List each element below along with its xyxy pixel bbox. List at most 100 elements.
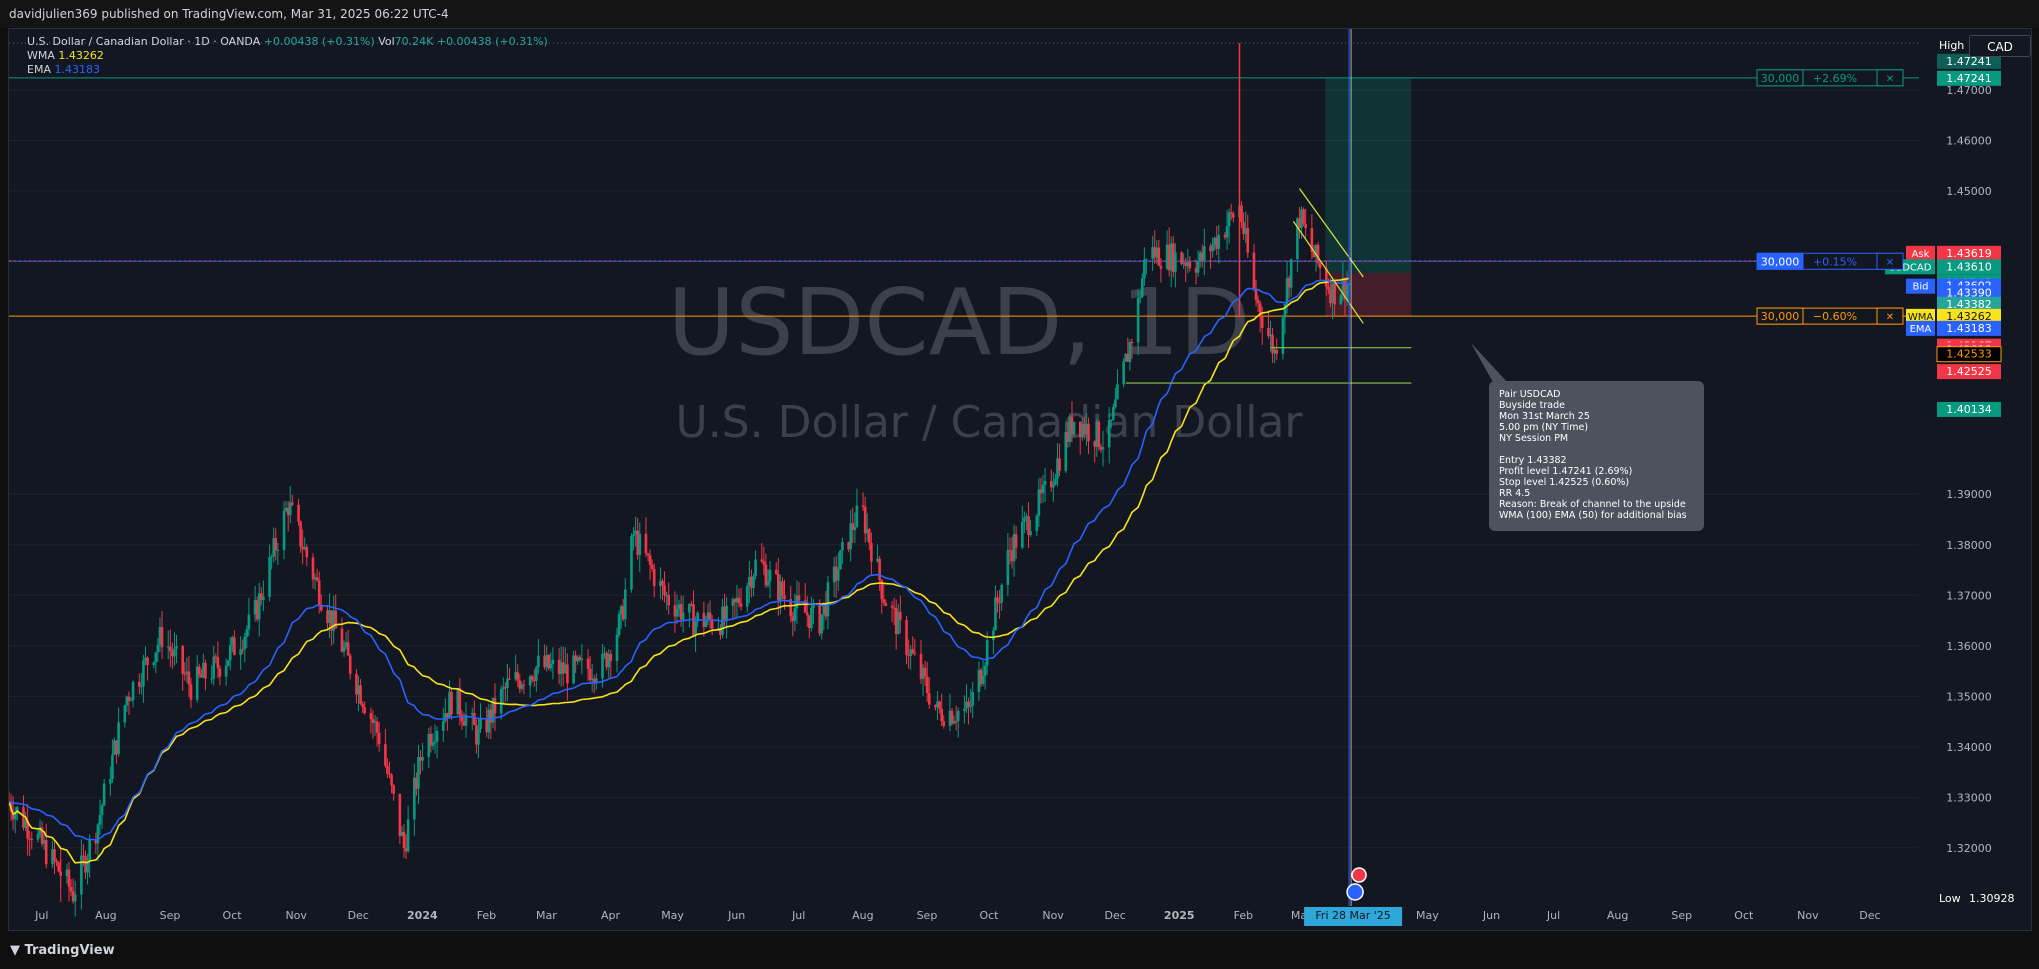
candle-body <box>731 599 735 606</box>
candle-body <box>1070 416 1074 435</box>
price-axis-label[interactable] <box>1936 346 2002 363</box>
candle-body <box>1333 283 1336 305</box>
price-tick-label: 1.34000 <box>1946 741 1992 754</box>
candle-body <box>617 614 621 636</box>
candle-body <box>706 612 710 621</box>
price-axis-label[interactable] <box>1937 259 2001 275</box>
candle-body <box>994 597 997 631</box>
candle-body <box>1140 278 1144 297</box>
candle-body <box>967 701 970 707</box>
candle-body <box>528 676 532 686</box>
candle-body <box>1107 419 1111 448</box>
candle-body <box>609 653 613 661</box>
price-axis-label[interactable] <box>1937 285 2001 301</box>
publish-header: davidjulien369 published on TradingView.… <box>0 0 2039 28</box>
ema-line[interactable] <box>9 279 1350 841</box>
candle-body <box>1260 316 1264 328</box>
candle-body <box>113 740 116 755</box>
candle-body <box>1200 252 1204 261</box>
price-axis-label[interactable] <box>1937 308 2001 324</box>
candle-body <box>36 833 40 840</box>
price-axis-label[interactable] <box>1937 364 2001 380</box>
price-tag-box[interactable] <box>1906 308 1935 324</box>
candle-body <box>1037 489 1041 516</box>
position-qty-box[interactable] <box>1756 69 1804 87</box>
price-axis-label[interactable] <box>1937 53 2001 69</box>
position-profit-zone[interactable] <box>1325 77 1412 273</box>
event-marker-us[interactable] <box>1346 883 1364 901</box>
candle-body <box>1068 416 1072 442</box>
candle-body <box>853 526 857 530</box>
candle-body <box>586 658 590 669</box>
candle-body <box>1186 262 1190 267</box>
candle-body <box>255 600 259 620</box>
price-tag-text: Bid <box>1913 282 1929 293</box>
candle-body <box>313 577 317 580</box>
trade-note[interactable]: Pair USDCAD Buyside trade Mon 31st March 2… <box>1489 381 1704 531</box>
candle-body <box>88 839 91 861</box>
price-axis-label[interactable] <box>1937 320 2001 336</box>
brand-name: TradingView <box>24 943 115 958</box>
candle-body <box>57 862 60 872</box>
candle-body <box>675 609 679 617</box>
candle-body <box>1095 421 1099 447</box>
position-close-button[interactable] <box>1876 69 1904 87</box>
symbol-legend[interactable]: U.S. Dollar / Canadian Dollar · 1D · OAN… <box>27 35 548 48</box>
price-axis-label[interactable] <box>1937 296 2001 312</box>
price-axis-text: 1.47241 <box>1946 72 1992 85</box>
candle-body <box>1285 278 1289 305</box>
candle-body <box>735 597 739 603</box>
candle-body <box>129 700 133 702</box>
candle-body <box>421 756 424 761</box>
candle-body <box>51 849 54 865</box>
candle-body <box>332 610 335 631</box>
position-stop-zone[interactable] <box>1325 272 1412 317</box>
ema-legend[interactable]: EMA 1.43183 <box>27 63 100 76</box>
chart-pane[interactable]: 1.47000 1.46000 1.45000 1.39000 1.38000 1.370… <box>8 28 2032 931</box>
tradingview-icon: ▼ <box>10 943 25 958</box>
price-tag-box[interactable] <box>1906 278 1935 294</box>
position-close-button[interactable] <box>1876 252 1904 270</box>
candle-body <box>470 713 474 715</box>
channel-bottom-line[interactable] <box>1292 221 1364 324</box>
position-qty-box[interactable] <box>1756 307 1804 325</box>
candle-body <box>1271 334 1274 354</box>
time-tick-label: Jun <box>1482 909 1500 922</box>
price-axis-label[interactable] <box>1937 245 2001 261</box>
candle-body <box>725 605 728 622</box>
candle-body <box>464 714 468 726</box>
candle-body <box>319 605 323 611</box>
position-qty-box[interactable] <box>1756 252 1804 270</box>
candle-body <box>1180 252 1183 265</box>
candle-body <box>1273 349 1276 354</box>
candle-body <box>1331 283 1334 304</box>
brand-logo[interactable]: ▼ TradingView <box>10 943 115 958</box>
price-axis-label[interactable] <box>1937 70 2001 86</box>
position-close-button[interactable] <box>1876 307 1904 325</box>
candle-body <box>386 765 389 774</box>
wma-legend[interactable]: WMA 1.43262 <box>27 49 104 62</box>
candle-body <box>291 502 294 505</box>
currency-selector[interactable]: CAD <box>1969 35 2031 57</box>
chart-svg[interactable]: 1.47000 1.46000 1.45000 1.39000 1.38000 1.370… <box>9 29 2033 932</box>
candle-body <box>925 676 929 694</box>
candle-body <box>417 757 420 789</box>
candle-body <box>969 705 972 707</box>
candle-body <box>348 655 352 674</box>
price-tag-box[interactable] <box>1906 320 1935 336</box>
candle-body <box>1078 421 1082 438</box>
candle-body <box>1318 262 1322 269</box>
event-marker-ca[interactable] <box>1351 867 1367 883</box>
channel-top-line[interactable] <box>1298 188 1364 278</box>
candle-body <box>810 608 813 629</box>
candle-body <box>1302 209 1305 224</box>
candle-body <box>909 649 912 656</box>
candle-body <box>919 653 923 680</box>
price-tag-box[interactable] <box>1906 245 1935 261</box>
candle-body <box>1049 481 1053 488</box>
price-axis-label[interactable] <box>1937 401 2001 417</box>
candle-body <box>243 636 247 650</box>
candle-body <box>137 681 141 687</box>
wma-line[interactable] <box>9 277 1350 864</box>
note-line: NY Session PM <box>1499 433 1569 444</box>
